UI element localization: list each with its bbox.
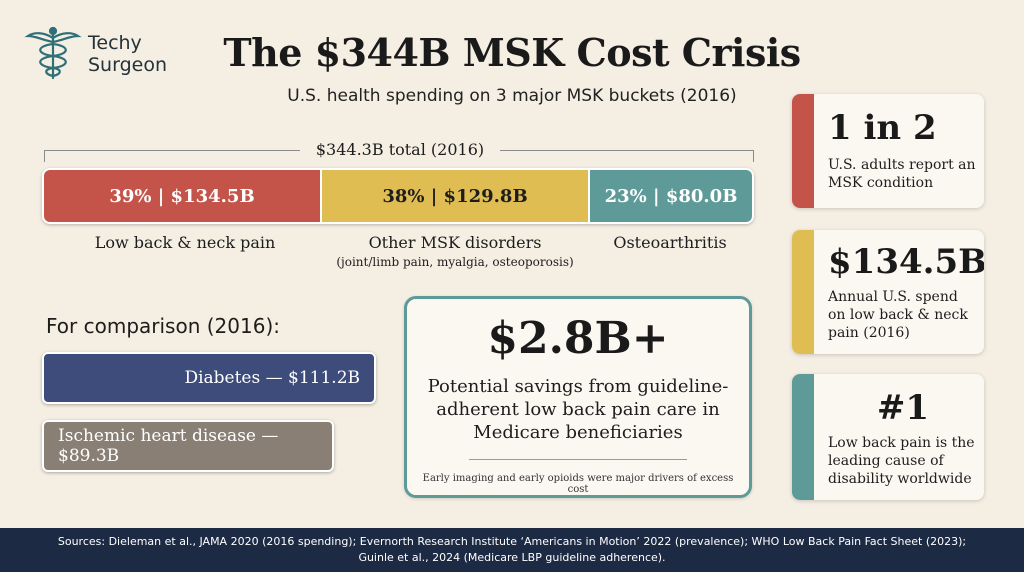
sources-line-1: Sources: Dieleman et al., JAMA 2020 (201… [57,535,967,548]
savings-card: $2.8B+ Potential savings from guideline-… [404,296,752,498]
comparison-label-heart-disease: Ischemic heart disease — $89.3B [58,426,279,466]
segment-label-low-back-neck: Low back & neck pain [94,233,276,252]
sources-footer: Sources: Dieleman et al., JAMA 2020 (201… [0,528,1024,572]
stat-text: U.S. adults report an MSK condition [828,157,976,191]
stat-card-spend: $134.5B Annual U.S. spend on low back & … [792,230,984,354]
savings-description: Potential savings from guideline-adheren… [427,376,729,443]
segment-label-osteoarthritis: Osteoarthritis [613,233,727,252]
caduceus-icon [24,26,82,80]
segment-label-other-msk: Other MSK disorders [368,233,542,252]
stat-accent-bar [792,230,814,354]
page-subtitle: U.S. health spending on 3 major MSK buck… [287,86,737,106]
comparison-bar-diabetes: Diabetes — $111.2B [42,352,376,404]
segment-low-back-neck: 39% | $134.5B [44,170,322,222]
brand-name-line1: Techy [88,32,142,54]
stat-accent-bar [792,94,814,208]
segment-sublabel-other-msk: (joint/limb pain, myalgia, osteoporosis) [336,255,574,269]
segment-other-msk: 38% | $129.8B [322,170,590,222]
brand-logo: Techy Surgeon [24,24,204,82]
sources-line-2: Guinle et al., 2024 (Medicare LBP guidel… [358,551,666,564]
stat-value: $134.5B [828,242,984,282]
comparison-label-diabetes: Diabetes — $111.2B [184,368,360,388]
stat-card-prevalence: 1 in 2 U.S. adults report an MSK conditi… [792,94,984,208]
comparison-title: For comparison (2016): [46,314,280,338]
stat-value: 1 in 2 [828,108,937,148]
savings-divider [469,459,687,460]
stat-text: Annual U.S. spend on low back & neck pai… [828,289,968,341]
savings-value: $2.8B+ [487,313,669,364]
brand-name-line2: Surgeon [88,54,167,76]
spending-stacked-bar: 39% | $134.5B 38% | $129.8B 23% | $80.0B [42,168,754,224]
total-label: $344.3B total (2016) [300,140,500,159]
comparison-bar-heart-disease: Ischemic heart disease — $89.3B [42,420,334,472]
segment-osteoarthritis: 23% | $80.0B [590,170,752,222]
savings-note: Early imaging and early opioids were maj… [422,473,734,495]
stat-text: Low back pain is the leading cause of di… [828,435,975,487]
stat-card-disability: #1 Low back pain is the leading cause of… [792,374,984,500]
stat-value: #1 [876,388,930,428]
page-title: The $344B MSK Cost Crisis [223,30,801,75]
stat-accent-bar [792,374,814,500]
